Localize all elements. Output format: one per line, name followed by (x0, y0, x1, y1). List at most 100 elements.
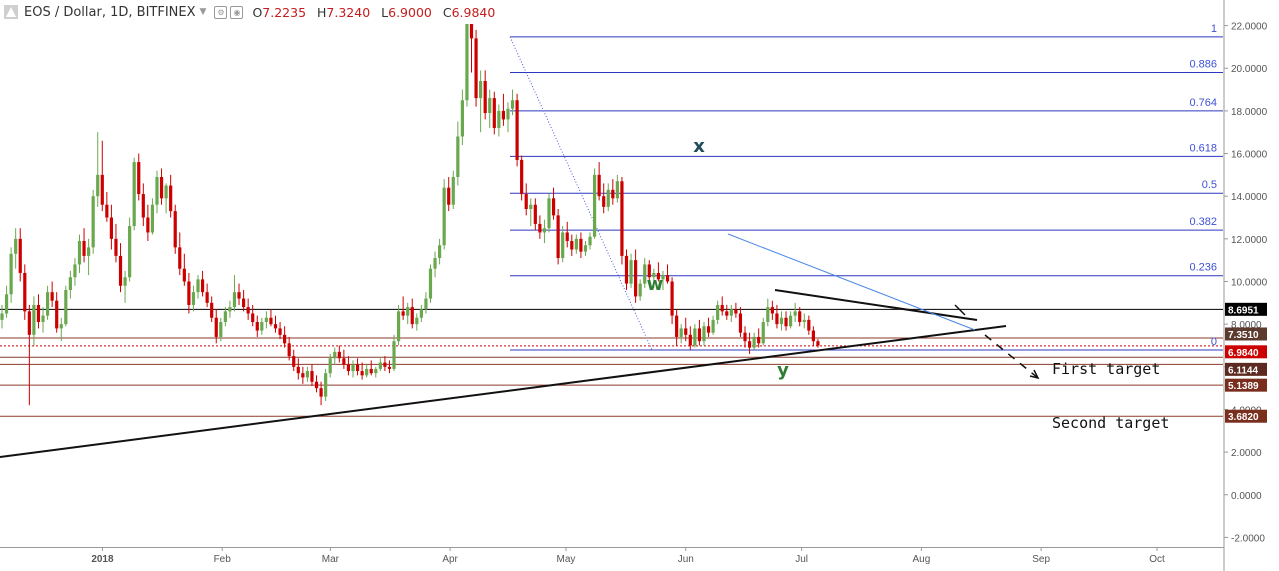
candle-body (743, 332, 747, 342)
candle-body (169, 185, 173, 212)
price-label-box (1225, 378, 1267, 392)
candle-body (287, 343, 291, 357)
candle-body (492, 98, 496, 128)
candle-body (488, 98, 492, 114)
candle-body (697, 328, 702, 342)
candle-body (570, 240, 574, 250)
symbol-title[interactable]: EOS / Dollar, 1D, BITFINEX (24, 4, 196, 20)
candle-body (310, 371, 314, 382)
candle-body (606, 189, 610, 207)
chevron-down-icon[interactable]: ▼ (199, 7, 207, 17)
candle-body (383, 362, 387, 367)
settings-icon[interactable]: ⚙ (214, 5, 228, 19)
candle-body (123, 277, 127, 286)
candle-body (775, 313, 779, 325)
open-key: O (252, 4, 263, 20)
candle-body (784, 317, 788, 327)
candle-body (738, 313, 743, 333)
high-value: 7.3240 (326, 4, 371, 20)
candle-body (684, 328, 688, 335)
candle-body (752, 336, 756, 348)
time-tick-label: Oct (1149, 554, 1165, 565)
candle-body (483, 81, 487, 114)
price-label-box (1225, 345, 1267, 359)
candle-body (442, 187, 446, 246)
candle-body (200, 279, 205, 293)
candle-body (68, 277, 72, 291)
time-tick-label: May (557, 554, 576, 565)
candle-body (579, 238, 583, 252)
time-tick-label: 2018 (91, 554, 114, 565)
candle-body (647, 264, 651, 278)
candle-body (816, 341, 820, 346)
candle-body (232, 292, 237, 308)
price-tick-label: -2.0000 (1231, 533, 1265, 544)
candle-body (807, 319, 811, 331)
candle-body (465, 14, 469, 101)
candle-body (779, 317, 784, 325)
fib-trend-line (509, 36, 653, 351)
candle-body (283, 334, 287, 344)
time-tick-label: Sep (1032, 554, 1050, 565)
candle-body (574, 238, 578, 250)
price-label-box (1225, 362, 1267, 376)
candle-body (105, 204, 109, 218)
price-tick-label: 16.0000 (1231, 150, 1268, 161)
candle-body (4, 294, 9, 314)
candle-body (725, 311, 729, 316)
candle-body (305, 371, 310, 378)
candle-body (223, 311, 227, 323)
visibility-icon[interactable]: ◉ (230, 5, 244, 19)
fib-level-label: 0 (1211, 336, 1217, 348)
projection-arrow-head (954, 304, 966, 316)
time-tick-label: Apr (442, 554, 458, 565)
blue-trend-line (727, 233, 976, 331)
candle-body (551, 198, 556, 216)
fibonacci-retracement[interactable]: 1 0.886 0.764 0.618 0.5 0.382 0.236 0 (509, 23, 1223, 351)
candle-body (424, 298, 428, 310)
candle-body (191, 292, 196, 305)
candle-body (538, 223, 542, 233)
price-axis[interactable]: 22.0000 20.0000 18.0000 16.0000 14.0000 12.00… (1223, 0, 1268, 571)
candle-body (36, 304, 41, 323)
candle-body (301, 373, 305, 378)
horizontal-levels (0, 308, 1223, 417)
candle-body (178, 247, 182, 269)
price-label-text: 3.6820 (1228, 412, 1259, 423)
candle-body (766, 307, 770, 323)
candle-body (55, 300, 59, 329)
candle-body (0, 313, 4, 320)
candle-body (269, 317, 273, 325)
candle-body (328, 358, 332, 374)
time-axis[interactable]: 2018 Feb Mar Apr May Jun Jul Aug Sep Oct (0, 547, 1224, 565)
price-tick-label: 12.0000 (1231, 235, 1268, 246)
price-label-box (1225, 409, 1267, 423)
candle-body (793, 311, 797, 316)
candle-body (109, 217, 114, 239)
candle-body (533, 204, 537, 224)
trend-drawings[interactable] (0, 233, 1040, 458)
candle-body (675, 315, 679, 337)
first-target-label: First target (1052, 360, 1160, 378)
candle-body (9, 253, 13, 295)
candle-body (410, 307, 414, 325)
candle-body (770, 307, 774, 314)
candle-body (324, 373, 328, 397)
candle-body (643, 264, 647, 284)
long-term-support-line (0, 325, 1007, 458)
price-tick-label: 0.0000 (1231, 491, 1262, 502)
candle-body (406, 307, 410, 316)
candle-body (460, 100, 464, 137)
candle-body (18, 238, 22, 273)
candle-body (196, 279, 200, 293)
candle-body (547, 198, 551, 229)
candle-body (27, 311, 31, 335)
candle-body (137, 162, 141, 195)
price-label-text: 5.1389 (1228, 381, 1259, 392)
candle-body (173, 211, 177, 248)
candle-body (706, 326, 711, 333)
candle-body (556, 215, 560, 259)
candle-body (520, 159, 524, 195)
price-label-text: 6.9840 (1228, 348, 1259, 359)
